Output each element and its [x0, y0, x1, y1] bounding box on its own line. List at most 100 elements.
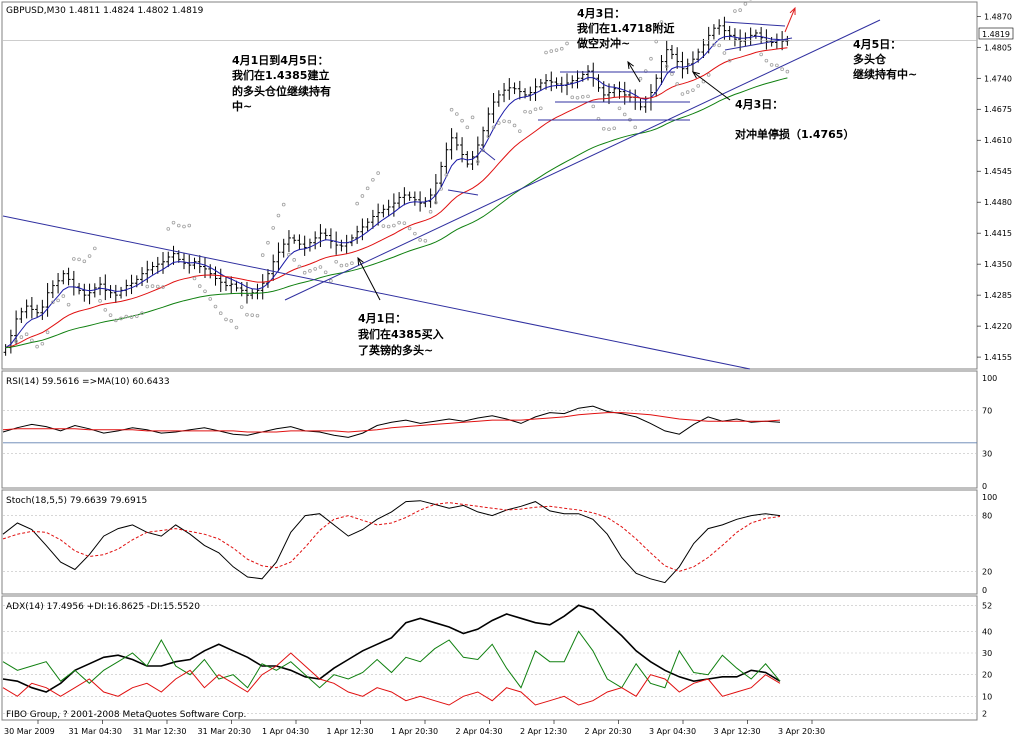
sar-dot	[517, 129, 522, 133]
sar-dot	[145, 284, 150, 289]
time-tick-label: 30 Mar 2009	[4, 727, 55, 736]
rsi-series-line	[2, 405, 781, 438]
price-tick-label: 1.4480	[984, 198, 1012, 207]
sar-dot	[376, 171, 380, 175]
sar-dot	[266, 240, 270, 245]
wedge-bottom-line	[724, 37, 793, 51]
sar-dot	[780, 67, 784, 72]
sar-dot	[413, 231, 417, 236]
price-tick-label: 1.4740	[984, 74, 1012, 83]
annotation-apr3-stop: 4月3日：	[735, 98, 783, 111]
sar-dot	[392, 223, 396, 228]
sar-dot	[276, 213, 281, 218]
sar-dot	[512, 123, 517, 128]
annotation-long-hold: 4月1日到4月5日： 我们在1.4385建立 的多头仓位继续持有 中~	[232, 53, 331, 113]
sar-dot	[234, 325, 239, 330]
sar-dot	[140, 311, 144, 316]
annotation-hedge-short: 4月3日： 我们在1.4718附近 做空对冲~	[576, 7, 674, 50]
copyright-footer: FIBO Group, ? 2001-2008 MetaQuotes Softw…	[6, 710, 246, 720]
annotation-line: 我们在1.4718附近	[577, 21, 674, 35]
sar-dot	[769, 63, 774, 67]
sar-dot	[14, 339, 18, 344]
time-tick-label: 1 Apr 04:30	[262, 727, 309, 736]
sar-dot	[323, 270, 328, 275]
time-tick-label: 1 Apr 12:30	[327, 727, 374, 736]
arrow-hedge	[627, 61, 641, 83]
sar-dot	[229, 319, 234, 323]
sar-dot	[87, 254, 92, 258]
sar-dot	[255, 313, 260, 318]
annotation-line: 4月1日：	[358, 312, 406, 325]
flag-line	[447, 189, 479, 196]
sar-dot	[649, 56, 653, 61]
sar-dot	[51, 300, 55, 305]
sar-dot	[114, 318, 118, 323]
sar-dot	[24, 332, 29, 337]
sar-dot	[764, 58, 769, 63]
sar-dot	[643, 69, 648, 73]
sar-dot	[654, 39, 659, 44]
adx-tick-label: 40	[982, 627, 992, 636]
sar-dot	[161, 285, 165, 289]
sar-dot	[460, 118, 464, 123]
sar-dot	[344, 263, 349, 267]
sar-dot	[66, 302, 71, 307]
uptrend-line	[284, 19, 881, 301]
sar-dot	[166, 227, 171, 231]
sar-dot	[208, 297, 213, 301]
rsi-pane-title: RSI(14) 59.5616 =>MA(10) 60.6433	[6, 377, 170, 387]
stoch-series-line	[2, 500, 781, 584]
sar-dot	[250, 313, 255, 317]
sar-dot	[633, 125, 638, 130]
stoch-tick-label: 0	[982, 586, 987, 595]
adx-series-line	[2, 630, 781, 689]
annotation-line: 我们在4385买入	[358, 327, 444, 341]
time-tick-label: 2 Apr 20:30	[585, 727, 632, 736]
sar-dot	[491, 125, 496, 130]
sar-dot	[418, 238, 422, 242]
sar-dot	[192, 276, 197, 281]
sar-dot	[365, 186, 370, 191]
arrow-up-red	[784, 7, 796, 33]
stoch-tick-label: 80	[982, 512, 992, 521]
sar-dot	[134, 314, 139, 318]
sar-dot	[444, 173, 449, 177]
sar-dot	[82, 259, 87, 264]
sar-dot	[150, 284, 155, 288]
sar-dot	[455, 112, 459, 116]
sar-dot	[775, 63, 779, 68]
sar-dot	[565, 41, 569, 46]
sar-dot	[360, 194, 365, 198]
sar-dot	[318, 265, 323, 269]
sar-dot	[617, 106, 622, 111]
sar-dot	[533, 107, 538, 112]
sar-dot	[659, 20, 664, 24]
rsi-tick-label: 100	[982, 374, 997, 383]
annotation-line: 中~	[232, 99, 252, 113]
rsi-tick-label: 30	[982, 450, 992, 459]
sar-dot	[176, 223, 181, 228]
time-tick-label: 3 Apr 20:30	[778, 727, 825, 736]
sar-dot	[56, 298, 60, 303]
annotation-apr5: 4月5日： 多头仓 继续持有中~	[853, 38, 917, 81]
sar-dot	[407, 226, 412, 231]
price-tick-label: 1.4545	[984, 167, 1012, 176]
sar-dot	[402, 221, 407, 225]
stoch-pane-title: Stoch(18,5,5) 79.6639 79.6915	[6, 496, 147, 506]
sar-dot	[544, 50, 548, 55]
time-tick-label: 31 Mar 12:30	[133, 727, 186, 736]
sar-dot	[171, 220, 176, 225]
arrow-hedge-head	[627, 60, 634, 70]
sar-dot	[523, 109, 527, 114]
annotation-stop-loss: 对冲单停损（1.4765）	[735, 127, 854, 141]
annotation-line: 的多头仓位继续持有	[232, 84, 331, 98]
sar-dot	[607, 127, 611, 132]
sar-dot	[30, 338, 34, 343]
flag-line	[479, 147, 496, 161]
sar-dot	[292, 258, 296, 262]
sar-dot	[538, 106, 543, 111]
adx-tick-label: 20	[982, 671, 992, 680]
sar-dot	[103, 308, 108, 312]
rsi-series-line	[2, 412, 781, 433]
sar-dot	[297, 264, 302, 269]
